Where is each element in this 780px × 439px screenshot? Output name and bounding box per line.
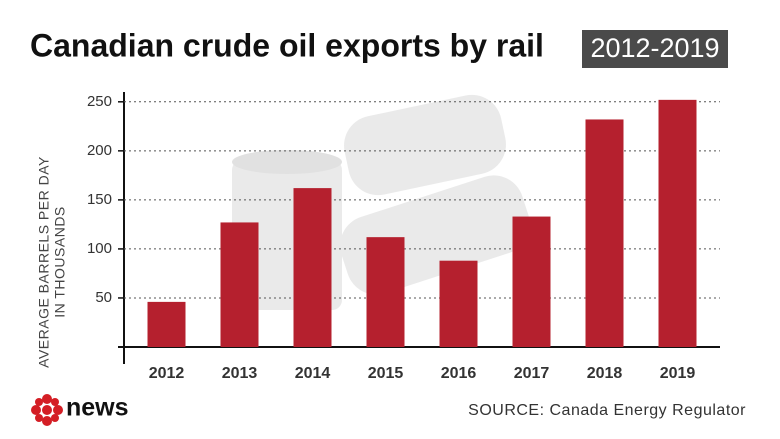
y-tick-label: 200: [87, 142, 112, 159]
bar: [512, 216, 551, 347]
bar: [293, 188, 332, 347]
logo-text: news: [66, 394, 129, 422]
x-tick-label: 2018: [587, 365, 623, 382]
y-tick-label: 250: [87, 93, 112, 110]
source: SOURCE: Canada Energy Regulator: [468, 402, 746, 419]
chart-subtitle: 2012-2019: [590, 33, 719, 63]
x-tick-label: 2015: [368, 365, 404, 382]
x-tick-label: 2013: [222, 365, 258, 382]
y-tick-label: 100: [87, 240, 112, 257]
y-axis-label: IN THOUSANDS: [52, 206, 68, 318]
x-tick-label: 2017: [514, 365, 550, 382]
cbc-logo: [31, 394, 63, 426]
bar: [439, 260, 478, 347]
bar: [585, 119, 624, 347]
bar: [366, 237, 405, 347]
x-tick-label: 2014: [295, 365, 331, 382]
x-tick-label: 2012: [149, 365, 185, 382]
y-tick-label: 50: [95, 289, 112, 306]
y-axis-label: AVERAGE BARRELS PER DAY: [36, 156, 52, 368]
bar: [220, 222, 259, 347]
subtitle-badge: [582, 30, 728, 68]
x-tick-label: 2019: [660, 365, 696, 382]
bar: [147, 301, 186, 347]
bar: [658, 99, 697, 347]
y-tick-label: 150: [87, 191, 112, 208]
x-tick-label: 2016: [441, 365, 477, 382]
chart-title: Canadian crude oil exports by rail: [30, 27, 544, 63]
